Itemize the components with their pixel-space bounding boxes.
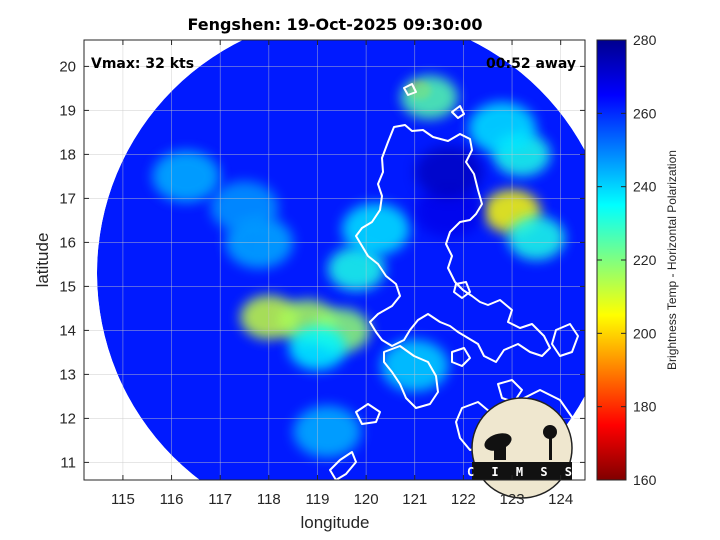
x-axis-ticks: 115 116 117 118 119 120 121 122 123 124 [111, 40, 573, 508]
colorbar-tick-label: 260 [633, 105, 657, 121]
swath-feature [468, 102, 537, 154]
x-tick-label: 115 [111, 491, 135, 508]
x-tick-label: 123 [500, 491, 525, 508]
swath-feature [293, 405, 362, 458]
logo-tower-top [543, 425, 557, 439]
y-tick-label: 20 [59, 58, 76, 75]
plot-title: Fengshen: 19-Oct-2025 09:30:00 [187, 15, 482, 34]
swath-feature [342, 203, 410, 256]
coastline-samar [551, 323, 579, 357]
x-tick-label: 121 [402, 491, 427, 508]
swath-feature [507, 216, 565, 260]
x-tick-label: 116 [160, 491, 184, 508]
logo-text: C I M S S [467, 465, 577, 479]
coastline-babuyan [451, 105, 465, 119]
colorbar-tick-label: 200 [633, 325, 657, 341]
vmax-label: Vmax: 32 kts [91, 56, 194, 72]
coastline-calamian [355, 403, 381, 425]
y-tick-label: 17 [59, 190, 76, 207]
colorbar: 160 180 200 220 240 260 280 Brightness Temp - … [596, 32, 679, 488]
coastline-mindoro [383, 345, 439, 409]
y-axis-label: latitude [33, 233, 52, 288]
x-tick-label: 119 [306, 491, 330, 508]
gridlines [84, 40, 585, 480]
y-tick-label: 12 [59, 410, 76, 427]
swath-feature [210, 181, 279, 234]
axes-box [83, 39, 586, 481]
colorbar-tick-label: 160 [633, 472, 657, 488]
coastline-marinduque [451, 347, 471, 367]
swath-feature [152, 150, 220, 203]
colorbar-tick-label: 220 [633, 252, 657, 268]
x-tick-label: 118 [257, 491, 281, 508]
colorbar-ticks: 160 180 200 220 240 260 280 [597, 32, 657, 488]
coastline-palawan [329, 451, 357, 480]
logo-banner [472, 462, 572, 480]
cimss-logo: C I M S S [467, 397, 577, 499]
logo-tower [549, 438, 552, 460]
x-tick-label: 122 [451, 491, 476, 508]
y-tick-label: 11 [60, 454, 76, 471]
y-axis-ticks: 11 12 13 14 15 16 17 18 19 20 [59, 58, 585, 471]
swath-feature [415, 146, 483, 198]
time-away-label: 00:52 away [486, 56, 576, 72]
swath-feature [400, 75, 458, 120]
y-tick-label: 16 [59, 234, 76, 251]
y-tick-label: 19 [59, 102, 76, 119]
x-axis-label: longitude [300, 513, 369, 532]
colorbar-tick-label: 180 [633, 399, 657, 415]
y-tick-label: 13 [59, 366, 76, 383]
colorbar-tick-label: 240 [633, 179, 657, 195]
colorbar-label: Brightness Temp - Horizontal Polarizatio… [665, 150, 679, 370]
x-tick-label: 117 [208, 491, 232, 508]
colorbar-tick-label: 280 [633, 32, 657, 48]
coastline-islet [403, 83, 417, 96]
coastline-luzon [355, 124, 551, 363]
y-tick-label: 15 [59, 278, 76, 295]
coastline-polillo [453, 281, 471, 299]
x-tick-label: 120 [354, 491, 379, 508]
logo-dish [484, 433, 512, 451]
coastline-masbate [497, 379, 523, 403]
y-tick-label: 18 [59, 146, 76, 163]
y-tick-label: 14 [59, 322, 76, 339]
x-tick-label: 124 [548, 491, 573, 508]
